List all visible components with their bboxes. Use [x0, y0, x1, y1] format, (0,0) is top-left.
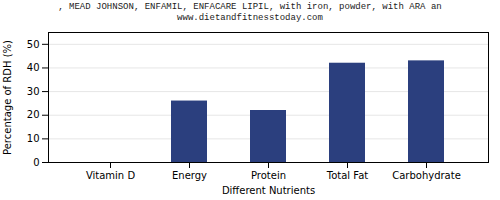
svg-text:Different Nutrients: Different Nutrients — [222, 185, 315, 196]
svg-text:30: 30 — [27, 86, 40, 97]
svg-text:Percentage of RDH (%): Percentage of RDH (%) — [2, 40, 13, 155]
svg-text:20: 20 — [27, 109, 40, 120]
svg-text:Carbohydrate: Carbohydrate — [392, 170, 461, 181]
svg-text:Protein: Protein — [251, 170, 286, 181]
svg-text:Energy: Energy — [172, 170, 207, 181]
svg-text:40: 40 — [27, 62, 40, 73]
svg-text:10: 10 — [27, 133, 40, 144]
html-text:www.dietandfitnesstoday.com: www.dietandfitnesstoday.com — [177, 13, 323, 23]
svg-text:50: 50 — [27, 39, 40, 50]
svg-text:Vitamin D: Vitamin D — [86, 170, 135, 181]
svg-text:0: 0 — [33, 157, 39, 168]
html-text:, MEAD JOHNSON, ENFAMIL, ENFAC: , MEAD JOHNSON, ENFAMIL, ENFACARE LIPIL,… — [58, 2, 442, 12]
svg-text:Total Fat: Total Fat — [326, 170, 368, 181]
